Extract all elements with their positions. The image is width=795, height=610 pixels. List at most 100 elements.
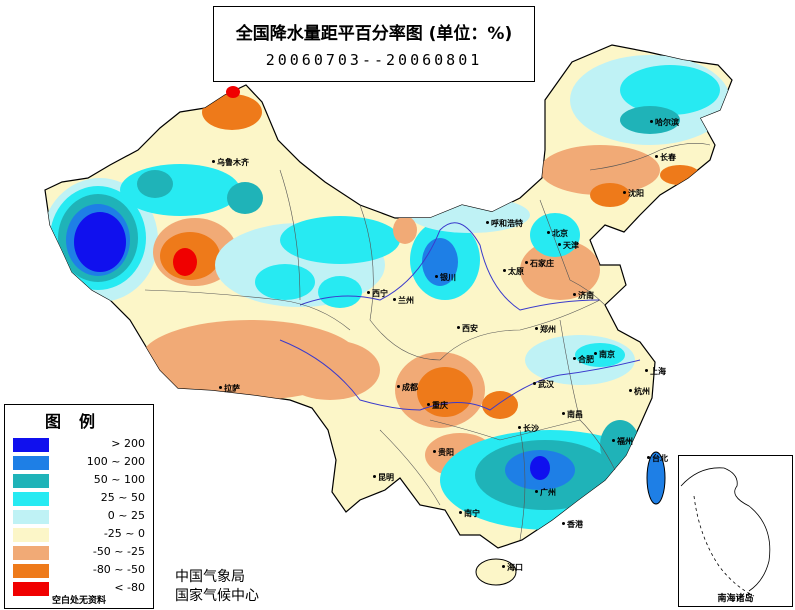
dry-zone-tarim-core (173, 248, 197, 276)
city-label: 昆明 (373, 473, 394, 482)
inset-coastline (680, 467, 771, 592)
inset-label: 南海诸岛 (717, 594, 754, 604)
legend-swatch (13, 582, 49, 596)
legend-label: 25 ~ 50 (100, 491, 145, 504)
city-label: 成都 (397, 383, 418, 392)
legend-label: 50 ~ 100 (93, 473, 145, 486)
wet-zone-urumqi (227, 182, 263, 214)
city-label: 西安 (457, 324, 478, 333)
legend-swatch (13, 528, 49, 542)
wet-zone-qinghai-a (255, 264, 315, 300)
city-label: 广州 (535, 488, 556, 497)
city-label: 济南 (573, 291, 594, 300)
wet-zone-gansu (280, 216, 400, 264)
city-label: 南宁 (459, 509, 480, 518)
city-label: 海口 (502, 563, 523, 572)
city-label: 重庆 (427, 401, 448, 410)
dry-zone-tibet-east (280, 340, 380, 400)
wet-zone-anhui (575, 343, 625, 367)
legend-item: 0 ~ 25 (13, 509, 151, 525)
city-label: 兰州 (393, 296, 414, 305)
wet-zone-tianshan-core (137, 170, 173, 198)
wet-zone-qinghai-b (318, 276, 362, 308)
map-period: 20060703--20060801 (265, 51, 483, 69)
dry-zone-altay (202, 94, 262, 130)
legend-label: -25 ~ 0 (103, 527, 145, 540)
legend-swatch (13, 510, 49, 524)
city-label: 合肥 (573, 355, 594, 364)
legend-item: 50 ~ 100 (13, 473, 151, 489)
legend-label: > 200 (111, 437, 145, 450)
province-borders (144, 143, 711, 541)
wet-zone-beijing (530, 213, 580, 257)
legend-swatch (13, 456, 49, 470)
legend-label: 0 ~ 25 (107, 509, 145, 522)
legend-label: < -80 (114, 581, 145, 594)
wet-zone-west-200 (74, 212, 126, 272)
legend-item: -50 ~ -25 (13, 545, 151, 561)
legend-label: -80 ~ -50 (92, 563, 145, 576)
city-label: 北京 (547, 229, 568, 238)
legend-item: 100 ~ 200 (13, 455, 151, 471)
city-label: 贵阳 (433, 448, 454, 457)
city-label: 南京 (594, 350, 615, 359)
south-china-sea-inset: 南海诸岛 (678, 455, 793, 607)
dry-spot-north-tip (226, 86, 240, 98)
map-title: 全国降水量距平百分率图 (单位：%) (235, 24, 513, 44)
legend-note: 空白处无资料 (51, 596, 106, 606)
city-label: 武汉 (533, 380, 554, 389)
legend-swatch (13, 474, 49, 488)
legend-swatch (13, 564, 49, 578)
city-label: 乌鲁木齐 (212, 158, 249, 167)
wet-zone-south-200 (530, 456, 550, 480)
city-label: 银川 (435, 273, 456, 282)
city-label: 哈尔滨 (650, 118, 679, 127)
city-label: 太原 (503, 267, 524, 276)
dry-zone-north (520, 240, 600, 300)
dry-spot-mongolia (393, 216, 417, 244)
city-label: 沈阳 (623, 189, 644, 198)
legend-title: 图例 (44, 412, 113, 431)
city-label: 郑州 (535, 325, 556, 334)
city-label: 台北 (647, 454, 668, 463)
legend-item: -25 ~ 0 (13, 527, 151, 543)
legend-label: -50 ~ -25 (92, 545, 145, 558)
city-label: 西宁 (367, 289, 388, 298)
taiwan-island (646, 451, 666, 505)
wet-zone-tianshan (120, 164, 240, 216)
legend-label: 100 ~ 200 (86, 455, 145, 468)
yellow-river (299, 222, 601, 311)
city-label: 杭州 (629, 387, 650, 396)
legend: 图例 > 200 100 ~ 200 50 ~ 100 25 ~ 50 0 ~ … (4, 404, 154, 609)
legend-swatch (13, 438, 49, 452)
hainan-island (475, 558, 517, 586)
legend-item: -80 ~ -50 (13, 563, 151, 579)
dry-zone-jilin (660, 165, 700, 185)
dry-zone-liaoning (590, 183, 630, 207)
yangtze-river (279, 339, 641, 411)
city-label: 呼和浩特 (486, 219, 523, 228)
city-label: 福州 (612, 437, 633, 446)
legend-item: > 200 (13, 437, 151, 453)
dry-zone-chongqing (417, 367, 473, 417)
city-label: 上海 (645, 367, 666, 376)
city-label: 香港 (562, 520, 583, 529)
city-label: 拉萨 (219, 384, 240, 393)
inset-dashed-line (693, 495, 755, 597)
source-line-1: 中国气象局 (175, 569, 245, 585)
map-title-box: 全国降水量距平百分率图 (单位：%) 20060703--20060801 (213, 6, 535, 82)
wet-zone-northeast-core (620, 65, 720, 115)
dry-zone-hubei (482, 391, 518, 419)
city-label: 长春 (655, 153, 676, 162)
legend-item: < -80 (13, 581, 151, 597)
source-line-2: 国家气候中心 (175, 588, 259, 604)
city-label: 石家庄 (525, 259, 554, 268)
city-label: 长沙 (518, 424, 539, 433)
dry-zone-northeast (540, 145, 660, 195)
city-label: 天津 (558, 241, 579, 250)
legend-swatch (13, 546, 49, 560)
inset-map (680, 467, 771, 597)
legend-swatch (13, 492, 49, 506)
